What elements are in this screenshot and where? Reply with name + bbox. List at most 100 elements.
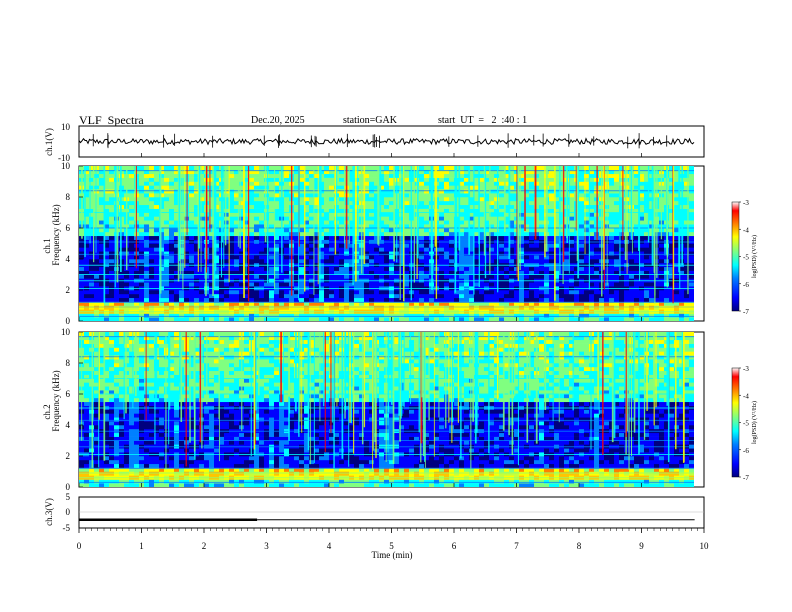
spectrogram-cell	[134, 274, 140, 279]
spectrogram-cell	[424, 317, 430, 321]
spectrogram-cell	[369, 216, 375, 221]
spectrogram-cell	[214, 274, 220, 279]
spectrogram-cell	[294, 235, 300, 240]
spectrogram-cell	[369, 259, 375, 264]
spectrogram-cell	[344, 317, 350, 321]
spectrogram-cell	[379, 266, 385, 271]
spectrogram-cell	[494, 313, 500, 318]
spectrogram-cell	[674, 216, 680, 221]
spectrogram-cell	[589, 251, 595, 256]
spectrogram-cell	[179, 216, 185, 221]
spectrogram-cell	[609, 224, 615, 229]
spectrogram-cell	[649, 173, 655, 178]
spectrogram-cell	[84, 216, 90, 221]
spectrogram-cell	[249, 193, 255, 198]
spectrogram-cell	[404, 216, 410, 221]
spectrogram-cell	[519, 317, 525, 321]
spectrogram-cell	[419, 274, 425, 279]
spectrogram-cell	[94, 255, 100, 260]
spectrogram-cell	[614, 274, 620, 279]
spectrogram-cell	[349, 255, 355, 260]
spectrogram-cell	[624, 166, 630, 171]
spectrogram-cell	[209, 216, 215, 221]
spectrogram-cell	[604, 197, 610, 202]
spectrogram-cell	[229, 193, 235, 198]
spectrogram-cell	[334, 317, 340, 321]
spectrogram-cell	[99, 251, 105, 256]
spectrogram-cell	[179, 220, 185, 225]
spectrogram-cell	[579, 197, 585, 202]
spectrogram-cell	[274, 282, 280, 287]
spectrogram-cell	[369, 197, 375, 202]
spectrogram-cell	[644, 290, 650, 295]
spectrogram-cell	[634, 189, 640, 194]
spectrogram-cell	[129, 293, 135, 299]
spectrogram-cell	[404, 282, 410, 287]
spectrogram-cell	[364, 247, 370, 252]
spectrogram-cell	[234, 166, 240, 171]
spectrogram-cell	[649, 166, 655, 171]
spectrogram-cell	[139, 297, 145, 302]
spectrogram-cell	[369, 189, 375, 194]
spectrogram-cell	[309, 212, 315, 217]
spectrogram-cell	[509, 197, 515, 202]
spectrogram-cell	[149, 208, 155, 213]
spectrogram-cell	[459, 208, 465, 213]
spectrogram-cell	[194, 231, 200, 237]
spectrogram-cell	[159, 166, 165, 171]
spectrogram-cell	[229, 297, 235, 302]
spectrogram-cell	[349, 200, 355, 206]
spectrogram-cell	[504, 243, 510, 248]
spectrogram-cell	[439, 297, 445, 302]
spectrogram-cell	[319, 231, 325, 237]
spectrogram-cell	[604, 200, 610, 206]
spectrogram-cell	[209, 266, 215, 271]
spectrogram-cell	[269, 216, 275, 221]
spectrogram-cell	[159, 247, 165, 252]
spectrogram-cell	[424, 243, 430, 248]
spectrogram-cell	[279, 290, 285, 295]
spectrogram-cell	[559, 185, 565, 190]
spectrogram-cell	[439, 266, 445, 271]
spectrogram-cell	[199, 166, 205, 171]
spectrogram-cell	[384, 274, 390, 279]
spectrogram-cell	[474, 173, 480, 178]
spectrogram-cell	[304, 313, 310, 318]
spectrogram-cell	[519, 169, 525, 175]
spectrogram-cell	[129, 204, 135, 209]
spectrogram-cell	[394, 274, 400, 279]
spectrogram-cell	[264, 313, 270, 318]
spectrogram-cell	[159, 169, 165, 175]
spectrogram-cell	[309, 228, 315, 233]
spectrogram-cell	[174, 274, 180, 279]
spectrogram-cell	[369, 247, 375, 252]
spectrogram-cell	[389, 274, 395, 279]
spectrogram-cell	[89, 212, 95, 217]
spectrogram-cell	[149, 224, 155, 229]
spectrogram-cell	[644, 177, 650, 182]
spectrogram-cell	[449, 297, 455, 302]
spectrogram-cell	[569, 301, 575, 306]
spectrogram-cell	[274, 185, 280, 190]
spectrogram-cell	[349, 181, 355, 186]
spectrogram-cell	[504, 185, 510, 190]
spectrogram-cell	[149, 293, 155, 299]
spectrogram-cell	[504, 228, 510, 233]
spectrogram-cell	[559, 243, 565, 248]
spectrogram-cell	[324, 313, 330, 318]
spectrogram-cell	[504, 200, 510, 206]
spectrogram-cell	[159, 243, 165, 248]
spectrogram-cell	[384, 173, 390, 178]
spectrogram-cell	[569, 189, 575, 194]
spectrogram-cell	[689, 251, 694, 256]
spectrogram-cell	[234, 181, 240, 186]
spectrogram-cell	[349, 243, 355, 248]
spectrogram-cell	[654, 317, 660, 321]
spectrogram-cell	[539, 317, 545, 321]
spectrogram-cell	[444, 173, 450, 178]
spectrogram-cell	[479, 208, 485, 213]
spectrogram-cell	[474, 270, 480, 275]
spectrogram-cell	[364, 301, 370, 306]
spectrogram-cell	[644, 317, 650, 321]
spectrogram-cell	[499, 169, 505, 175]
